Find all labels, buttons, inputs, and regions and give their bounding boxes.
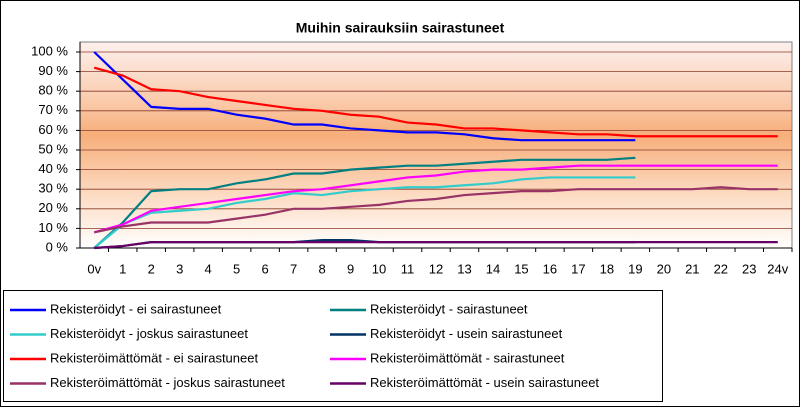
x-tick-label: 11 <box>401 261 415 276</box>
x-tick-label: 15 <box>514 261 528 276</box>
x-tick-label: 4 <box>205 261 212 276</box>
plot-area <box>79 41 793 249</box>
x-tick-label: 3 <box>176 261 183 276</box>
y-tick-label: 50 % <box>38 141 68 156</box>
y-tick-label: 60 % <box>38 122 68 137</box>
legend-label: Rekisteröidyt - ei sairastuneet <box>50 301 222 316</box>
x-tick-label: 13 <box>457 261 471 276</box>
y-tick-label: 10 % <box>38 220 68 235</box>
legend-label: Rekisteröimättömät - joskus sairastuneet <box>50 375 285 390</box>
x-tick-label: 20 <box>657 261 671 276</box>
chart-title: Muihin sairauksiin sairastuneet <box>296 20 505 36</box>
x-tick-label: 6 <box>262 261 269 276</box>
legend-label: Rekisteröimättömät - ei sairastuneet <box>50 350 258 365</box>
series-line <box>93 164 778 234</box>
series-line <box>94 241 778 250</box>
series-line <box>93 156 636 249</box>
x-tick-label: 1 <box>119 261 126 276</box>
x-tick-label: 17 <box>571 261 585 276</box>
x-tick-label: 0v <box>87 261 101 276</box>
legend-label: Rekisteröidyt - usein sairastuneet <box>370 326 563 341</box>
x-tick-label: 18 <box>600 261 614 276</box>
x-tick-label: 7 <box>290 261 297 276</box>
series-line <box>94 186 778 234</box>
x-tick-label: 22 <box>714 261 728 276</box>
x-tick-label: 12 <box>429 261 443 276</box>
legend-label: Rekisteröimättömät - usein sairastuneet <box>370 375 599 390</box>
series-line <box>93 51 636 142</box>
legend-label: Rekisteröidyt - joskus sairastuneet <box>50 326 248 341</box>
x-tick-label: 10 <box>372 261 386 276</box>
y-tick-label: 70 % <box>38 102 68 117</box>
y-tick-label: 30 % <box>38 181 68 196</box>
x-tick-label: 2 <box>148 261 155 276</box>
x-tick-label: 14 <box>486 261 500 276</box>
y-tick-label: 80 % <box>38 83 68 98</box>
y-tick-label: 0 % <box>46 239 69 254</box>
y-tick-label: 90 % <box>38 63 68 78</box>
legend-label: Rekisteröidyt - sairastuneet <box>370 301 528 316</box>
legend-label: Rekisteröimättömät - sairastuneet <box>370 350 565 365</box>
x-tick-label: 19 <box>628 261 642 276</box>
x-tick-label: 8 <box>318 261 325 276</box>
series-line <box>93 176 636 249</box>
y-tick-label: 40 % <box>38 161 68 176</box>
x-tick-label: 9 <box>347 261 354 276</box>
x-tick-label: 23 <box>742 261 756 276</box>
y-tick-label: 100 % <box>31 43 68 58</box>
x-tick-label: 5 <box>233 261 240 276</box>
x-tick-label: 21 <box>685 261 699 276</box>
y-tick-label: 20 % <box>38 200 68 215</box>
x-tick-label: 24v <box>767 261 788 276</box>
x-tick-label: 16 <box>543 261 557 276</box>
series-line <box>93 66 778 138</box>
